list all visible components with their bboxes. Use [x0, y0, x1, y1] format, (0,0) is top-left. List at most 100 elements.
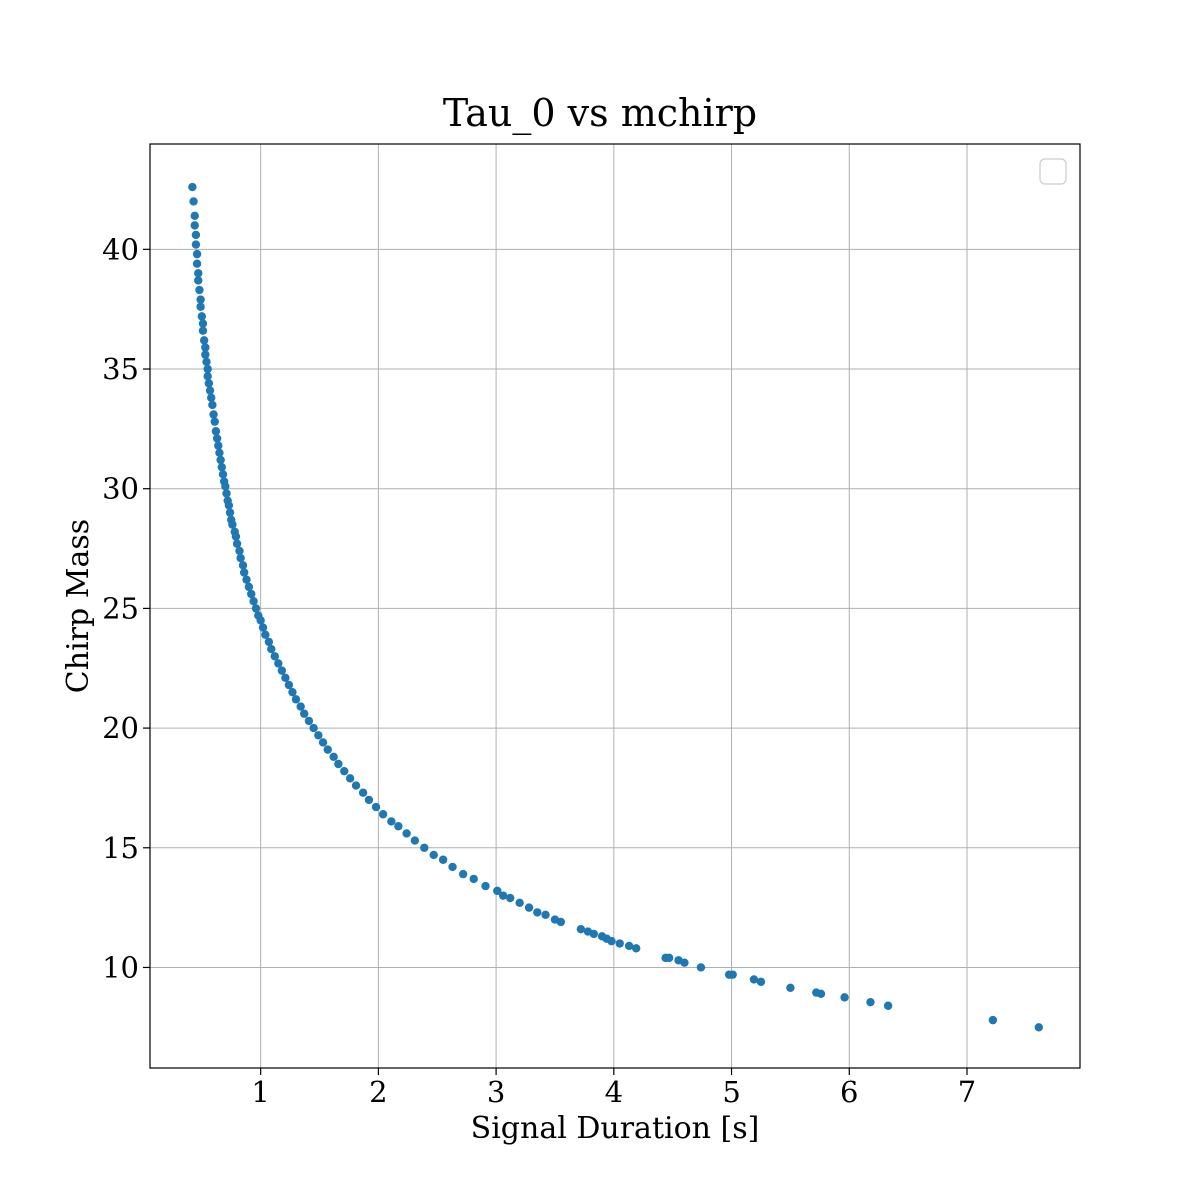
data-point	[191, 230, 201, 240]
data-point	[232, 539, 242, 548]
data-point	[210, 417, 219, 426]
data-point	[261, 630, 270, 639]
data-point	[205, 386, 215, 395]
y-tick-label: 20	[102, 711, 139, 745]
legend	[1039, 158, 1067, 185]
y-tick-label: 15	[102, 831, 139, 865]
data-point	[201, 343, 210, 352]
data-point	[438, 855, 448, 864]
data-point	[296, 702, 305, 711]
data-point	[214, 441, 223, 450]
data-point	[216, 455, 225, 465]
data-point	[222, 489, 231, 498]
data-point	[786, 983, 795, 993]
data-point	[196, 302, 205, 311]
data-point	[988, 1015, 998, 1025]
data-point	[883, 1001, 893, 1010]
data-point	[249, 597, 258, 606]
data-point	[394, 822, 403, 831]
data-point	[351, 781, 361, 790]
y-axis-ticks: 10 15 20 25 30 35 40	[102, 232, 150, 984]
data-point	[696, 963, 706, 972]
y-tick-label: 10	[102, 950, 139, 984]
data-point	[288, 687, 297, 697]
data-point	[329, 752, 338, 762]
data-point	[304, 716, 314, 726]
data-point	[318, 738, 328, 747]
data-point	[314, 731, 323, 740]
data-point	[607, 936, 616, 946]
x-tick-label: 4	[605, 1075, 623, 1109]
data-point	[728, 970, 737, 979]
data-point	[345, 774, 355, 783]
data-point	[199, 336, 209, 345]
data-point	[195, 285, 204, 295]
data-point	[481, 881, 490, 891]
chart-title: Tau_0 vs mchirp	[443, 91, 757, 136]
y-tick-label: 25	[102, 591, 139, 625]
data-point	[209, 410, 218, 419]
x-tick-label: 7	[958, 1075, 976, 1109]
data-point	[217, 462, 227, 472]
data-point	[541, 910, 550, 919]
data-point	[194, 269, 203, 278]
data-point	[236, 553, 245, 563]
data-point	[202, 357, 211, 367]
x-tick-label: 5	[722, 1075, 740, 1109]
data-point	[749, 975, 759, 984]
data-point	[203, 371, 212, 381]
data-point	[274, 659, 283, 668]
data-point	[323, 745, 332, 754]
data-point	[203, 364, 212, 374]
data-point	[498, 891, 508, 900]
plot-frame	[149, 143, 1081, 1069]
data-point	[242, 575, 251, 584]
data-point	[189, 197, 198, 206]
data-point	[866, 997, 875, 1007]
data-point	[204, 379, 214, 388]
data-point	[235, 546, 244, 556]
data-point	[300, 709, 309, 718]
data-point	[284, 680, 294, 690]
data-point	[198, 319, 208, 328]
data-point	[615, 939, 624, 948]
data-point	[224, 501, 234, 510]
data-point	[840, 993, 849, 1002]
data-point	[524, 903, 534, 912]
data-point	[267, 644, 276, 654]
data-point	[364, 795, 374, 805]
data-point	[277, 666, 287, 675]
data-points	[188, 182, 1043, 1032]
data-point	[256, 616, 265, 625]
data-point	[576, 924, 586, 934]
data-point	[291, 695, 301, 704]
data-point	[387, 817, 396, 826]
data-point	[238, 561, 248, 570]
y-tick-label: 30	[102, 472, 139, 506]
data-point	[340, 766, 349, 776]
data-point	[816, 989, 826, 998]
data-point	[190, 211, 199, 221]
data-point	[212, 434, 222, 443]
x-axis-ticks: 1 2 3 4 5 6 7	[251, 1068, 976, 1109]
data-point	[251, 604, 261, 613]
data-point	[281, 673, 290, 683]
data-point	[631, 944, 641, 953]
x-tick-label: 2	[369, 1075, 387, 1109]
data-point	[358, 788, 368, 797]
data-point	[556, 917, 566, 927]
data-point	[208, 400, 217, 410]
data-point	[192, 259, 202, 268]
data-point	[197, 312, 206, 321]
data-point	[221, 482, 230, 491]
data-point	[270, 652, 279, 661]
data-point	[188, 182, 197, 192]
data-point	[207, 393, 216, 402]
data-point	[191, 240, 201, 249]
data-point	[506, 893, 515, 903]
data-point	[215, 448, 224, 457]
x-axis-label: Signal Duration [s]	[471, 1111, 760, 1146]
data-point	[680, 958, 689, 967]
data-point	[190, 221, 199, 230]
